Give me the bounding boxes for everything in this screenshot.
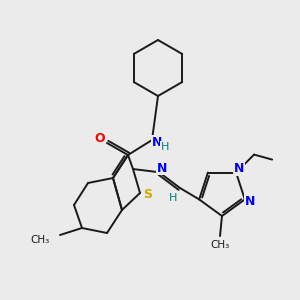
Text: O: O	[95, 133, 105, 146]
Text: N: N	[244, 195, 255, 208]
Text: S: S	[143, 188, 152, 202]
Text: CH₃: CH₃	[31, 235, 50, 245]
Text: H: H	[161, 142, 169, 152]
Text: N: N	[234, 162, 244, 175]
Text: H: H	[169, 193, 177, 203]
Text: N: N	[157, 161, 167, 175]
Text: N: N	[152, 136, 162, 148]
Text: CH₃: CH₃	[210, 240, 230, 250]
